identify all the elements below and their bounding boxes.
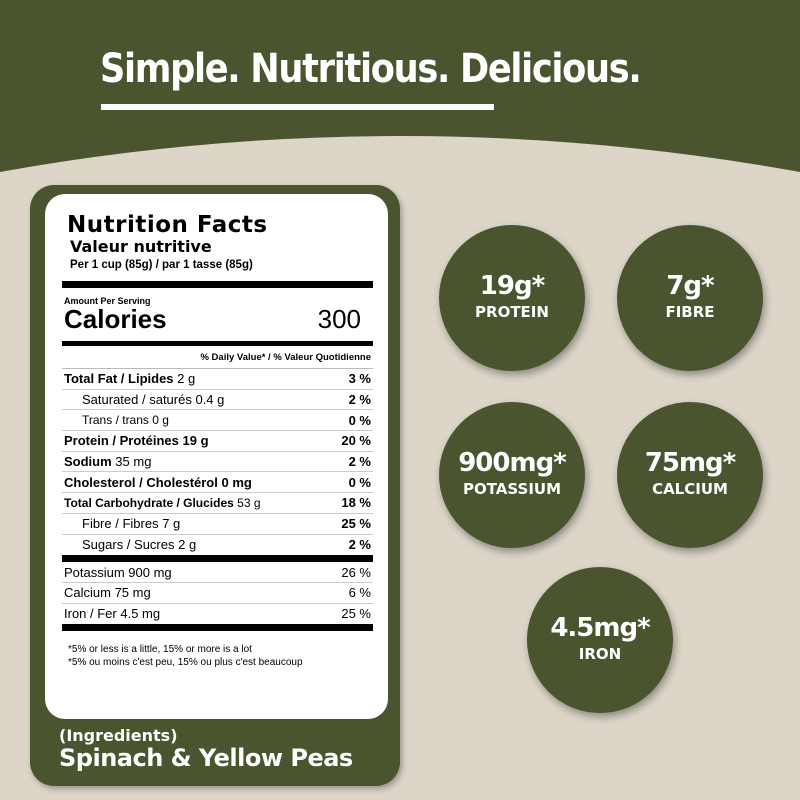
nutrient-dv: 18 % <box>341 495 371 511</box>
mineral-dv: 25 % <box>341 606 371 622</box>
nutrition-facts-label: Nutrition Facts Valeur nutritive Per 1 c… <box>45 194 388 719</box>
highlight-potassium: 900mg* POTASSIUM <box>439 402 585 548</box>
calories-row: Calories 300 <box>64 304 371 335</box>
nutrient-amount: 7 g <box>162 516 181 532</box>
nutrient-amount: 2 g <box>177 371 196 387</box>
nutrient-name: Sodium <box>64 454 112 470</box>
nutrient-amount: 53 g <box>237 495 261 510</box>
nutrient-name: Protein / Protéines <box>64 433 179 449</box>
nutrient-dv: 3 % <box>348 371 371 387</box>
nutrient-row: Sodium 35 mg 2 % <box>62 452 373 473</box>
highlight-fibre: 7g* FIBRE <box>617 225 763 371</box>
footnote-fr: *5% ou moins c'est peu, 15% ou plus c'es… <box>68 657 303 669</box>
highlight-name: IRON <box>578 645 622 663</box>
highlight-value: 19g* <box>479 271 545 301</box>
nutrient-row: Total Fat / Lipides 2 g 3 % <box>62 369 373 390</box>
divider <box>62 555 373 563</box>
nutrient-row: Saturated / saturés 0.4 g 2 % <box>62 390 373 411</box>
nutrient-dv: 2 % <box>348 392 371 408</box>
divider <box>62 624 373 632</box>
nutrient-label: Fibre / Fibres 7 g <box>82 516 180 531</box>
highlight-name: CALCIUM <box>652 480 728 498</box>
amount-per-serving: Amount Per Serving <box>64 296 151 306</box>
nutrient-amount: 0.4 g <box>195 392 225 408</box>
title-underline <box>101 104 494 110</box>
highlight-name: PROTEIN <box>475 303 549 321</box>
nutrient-name: Trans / trans <box>82 413 149 428</box>
calories-label: Calories <box>64 304 167 334</box>
highlight-calcium: 75mg* CALCIUM <box>617 402 763 548</box>
serving-size: Per 1 cup (85g) / par 1 tasse (85g) <box>70 259 253 271</box>
nutrient-dv: 2 % <box>348 537 371 553</box>
highlight-name: POTASSIUM <box>462 480 562 498</box>
mineral-row: Iron / Fer 4.5 mg 25 % <box>62 604 373 625</box>
highlight-value: 75mg* <box>644 448 736 478</box>
highlight-value: 900mg* <box>458 448 567 478</box>
nutrient-name: Fibre / Fibres <box>82 516 159 532</box>
nutrient-row: Sugars / Sucres 2 g 2 % <box>62 535 373 556</box>
nutrient-row: Trans / trans 0 g 0 % <box>62 410 373 432</box>
mineral-row: Calcium 75 mg 6 % <box>62 583 373 604</box>
nutrient-dv: 2 % <box>348 454 371 470</box>
nutrient-label: Saturated / saturés 0.4 g <box>82 392 224 407</box>
highlight-name: FIBRE <box>665 303 715 321</box>
nutrient-name: Sugars / Sucres <box>82 537 175 553</box>
highlight-value: 7g* <box>666 271 714 301</box>
nutrient-amount: 35 mg <box>115 454 152 470</box>
page-title: Simple. Nutritious. Delicious. <box>100 46 642 92</box>
nutrient-row: Protein / Protéines 19 g 20 % <box>62 431 373 452</box>
mineral-dv: 6 % <box>348 585 371 601</box>
nutrient-name: Cholesterol / Cholestérol <box>64 474 218 490</box>
nutrient-name: Total Fat / Lipides <box>64 371 174 387</box>
nutrient-name: Saturated / saturés <box>82 392 192 408</box>
mineral-name: Iron / Fer 4.5 mg <box>64 606 161 622</box>
nutrient-row: Fibre / Fibres 7 g 25 % <box>62 514 373 535</box>
nutrient-amount: 0 g <box>152 413 169 428</box>
nutrient-label: Total Carbohydrate / Glucides 53 g <box>64 496 261 510</box>
highlight-protein: 19g* PROTEIN <box>439 225 585 371</box>
mineral-dv: 26 % <box>341 564 371 580</box>
header-band <box>0 0 800 172</box>
nutrient-label: Sugars / Sucres 2 g <box>82 537 196 552</box>
nutrient-label: Sodium 35 mg <box>64 454 151 469</box>
mineral-name: Potassium 900 mg <box>64 564 172 580</box>
nutrient-label: Protein / Protéines 19 g <box>64 433 209 448</box>
nutrient-dv: 20 % <box>341 433 371 449</box>
footnote-en: *5% or less is a little, 15% or more is … <box>68 644 252 656</box>
highlight-value: 4.5mg* <box>550 613 650 643</box>
mineral-name: Calcium 75 mg <box>64 585 151 601</box>
nutrient-dv: 0 % <box>348 474 371 490</box>
calories-value: 300 <box>317 304 361 334</box>
nutrient-amount: 19 g <box>182 433 209 449</box>
divider <box>62 281 373 288</box>
mineral-row: Potassium 900 mg 26 % <box>62 562 373 583</box>
nutrient-name: Total Carbohydrate / Glucides <box>64 495 234 510</box>
highlight-iron: 4.5mg* IRON <box>527 567 673 713</box>
ingredients-value: Spinach & Yellow Peas <box>59 744 353 772</box>
nutrient-row: Total Carbohydrate / Glucides 53 g 18 % <box>62 493 373 514</box>
nutrient-row: Cholesterol / Cholestérol 0 mg 0 % <box>62 472 373 494</box>
label-title: Nutrition Facts <box>67 212 268 238</box>
divider <box>62 341 373 346</box>
ingredients-heading: (Ingredients) <box>59 726 178 745</box>
nutrient-dv: 0 % <box>348 412 371 428</box>
nutrient-label: Trans / trans 0 g <box>82 413 169 427</box>
nutrient-dv: 25 % <box>341 516 371 532</box>
nutrient-label: Cholesterol / Cholestérol 0 mg <box>64 475 252 490</box>
nutrient-label: Total Fat / Lipides 2 g <box>64 371 195 386</box>
label-title-fr: Valeur nutritive <box>70 237 212 256</box>
nutrient-amount: 2 g <box>178 537 197 553</box>
nutrient-amount: 0 mg <box>221 474 252 490</box>
daily-value-header: % Daily Value* / % Valeur Quotidienne <box>62 346 373 369</box>
